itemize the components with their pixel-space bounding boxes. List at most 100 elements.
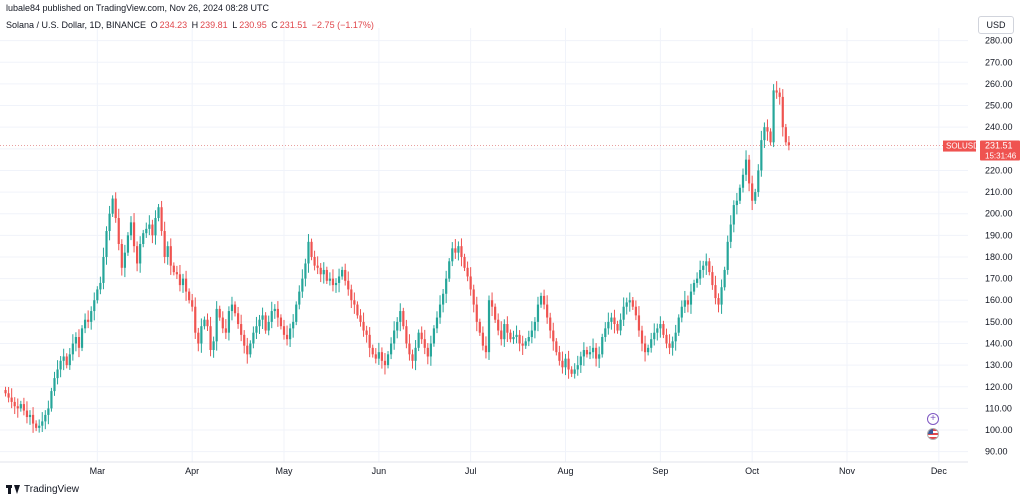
candle-body[interactable] — [705, 261, 708, 266]
candle-body[interactable] — [307, 241, 310, 264]
candle-body[interactable] — [22, 404, 25, 411]
candle-body[interactable] — [99, 282, 102, 290]
candle-body[interactable] — [738, 187, 742, 201]
candle-body[interactable] — [423, 339, 426, 348]
candle-body[interactable] — [778, 92, 781, 97]
candle-body[interactable] — [172, 265, 175, 273]
candle-body[interactable] — [775, 90, 778, 93]
candle-body[interactable] — [567, 358, 570, 370]
candle-body[interactable] — [83, 319, 87, 329]
candle-body[interactable] — [337, 276, 341, 283]
candle-body[interactable] — [754, 192, 757, 201]
candle-body[interactable] — [478, 321, 481, 333]
candle-body[interactable] — [362, 321, 365, 331]
candle-body[interactable] — [402, 311, 405, 327]
candle-body[interactable] — [637, 315, 641, 331]
candle-body[interactable] — [665, 334, 668, 344]
candle-body[interactable] — [28, 414, 32, 418]
candle-body[interactable] — [414, 347, 417, 361]
candle-body[interactable] — [353, 300, 356, 305]
candle-body[interactable] — [469, 276, 472, 290]
candle-body[interactable] — [148, 224, 151, 229]
candle-body[interactable] — [445, 278, 448, 294]
candle-body[interactable] — [613, 317, 616, 325]
candle-body[interactable] — [714, 285, 717, 299]
candle-body[interactable] — [475, 304, 478, 322]
candle-body[interactable] — [197, 332, 200, 344]
candle-body[interactable] — [41, 421, 44, 426]
candle-body[interactable] — [126, 235, 130, 253]
candle-body[interactable] — [460, 246, 463, 257]
currency-button[interactable]: USD — [978, 16, 1014, 34]
candle-body[interactable] — [515, 334, 518, 338]
candle-body[interactable] — [139, 244, 142, 264]
candle-body[interactable] — [530, 330, 533, 338]
candle-body[interactable] — [267, 321, 270, 331]
candle-body[interactable] — [595, 347, 598, 359]
candle-body[interactable] — [145, 228, 148, 234]
candle-body[interactable] — [230, 304, 234, 312]
candle-body[interactable] — [619, 319, 622, 331]
candle-body[interactable] — [90, 311, 93, 322]
candle-body[interactable] — [44, 414, 47, 422]
candle-body[interactable] — [481, 332, 484, 346]
candle-body[interactable] — [512, 337, 515, 340]
candle-body[interactable] — [19, 404, 22, 409]
candle-body[interactable] — [558, 352, 561, 361]
candle-body[interactable] — [142, 233, 145, 244]
candle-body[interactable] — [383, 360, 387, 366]
candle-body[interactable] — [757, 170, 760, 193]
candle-body[interactable] — [136, 246, 139, 264]
candle-body[interactable] — [289, 328, 292, 340]
symbol-title[interactable]: Solana / U.S. Dollar, 1D, BINANCE — [6, 20, 147, 30]
candle-body[interactable] — [347, 280, 350, 290]
candle-body[interactable] — [472, 289, 475, 305]
candle-body[interactable] — [341, 269, 344, 277]
candle-body[interactable] — [616, 324, 619, 331]
candle-body[interactable] — [4, 390, 7, 394]
candle-body[interactable] — [497, 319, 500, 331]
candle-body[interactable] — [334, 282, 338, 286]
candle-body[interactable] — [35, 423, 38, 428]
candle-body[interactable] — [695, 278, 699, 283]
candle-body[interactable] — [748, 159, 751, 184]
candle-body[interactable] — [784, 127, 787, 143]
candle-body[interactable] — [429, 343, 432, 357]
candle-body[interactable] — [371, 347, 374, 355]
candle-body[interactable] — [56, 369, 59, 379]
candle-body[interactable] — [166, 246, 169, 257]
candle-body[interactable] — [117, 218, 120, 244]
candle-body[interactable] — [313, 256, 316, 266]
candle-body[interactable] — [741, 174, 745, 188]
candle-body[interactable] — [579, 356, 582, 366]
candle-body[interactable] — [533, 321, 537, 331]
candle-body[interactable] — [640, 330, 644, 344]
candle-body[interactable] — [243, 334, 246, 346]
candle-body[interactable] — [598, 354, 601, 359]
candle-body[interactable] — [389, 343, 393, 355]
candle-body[interactable] — [209, 326, 212, 350]
candle-body[interactable] — [628, 300, 631, 303]
candle-body[interactable] — [68, 354, 71, 366]
candle-body[interactable] — [435, 317, 439, 329]
candle-body[interactable] — [123, 252, 126, 268]
candle-body[interactable] — [77, 337, 81, 348]
candle-body[interactable] — [699, 269, 702, 279]
candle-body[interactable] — [221, 317, 224, 329]
candle-body[interactable] — [157, 207, 160, 219]
candle-body[interactable] — [344, 269, 347, 281]
candle-body[interactable] — [96, 289, 99, 301]
candle-body[interactable] — [680, 306, 683, 318]
candle-body[interactable] — [561, 360, 564, 368]
candle-body[interactable] — [766, 127, 769, 132]
candle-body[interactable] — [573, 369, 576, 374]
candle-body[interactable] — [735, 200, 738, 206]
candle-body[interactable] — [359, 315, 362, 322]
us-flag-icon[interactable] — [927, 428, 939, 440]
candle-body[interactable] — [683, 300, 686, 307]
candle-body[interactable] — [643, 343, 647, 353]
candle-body[interactable] — [518, 334, 521, 344]
candle-body[interactable] — [677, 317, 680, 333]
candle-body[interactable] — [772, 90, 775, 143]
candle-body[interactable] — [273, 308, 276, 312]
